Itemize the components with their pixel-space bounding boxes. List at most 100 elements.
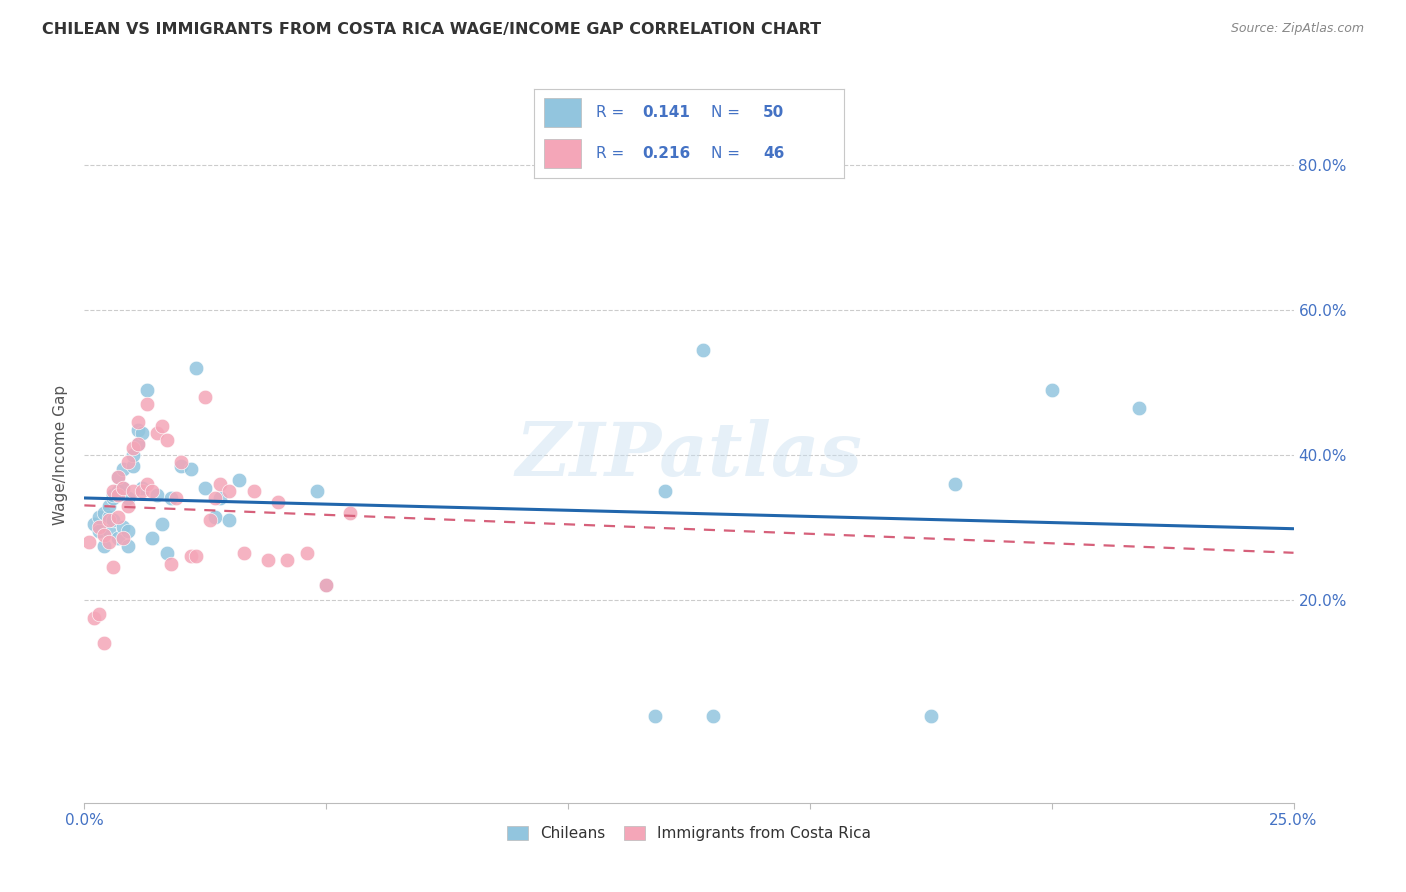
Point — [112, 462, 135, 476]
Point — [1040, 383, 1063, 397]
Point — [93, 506, 115, 520]
Text: R =: R = — [596, 146, 630, 161]
Point — [103, 513, 125, 527]
Point — [107, 488, 129, 502]
Point — [127, 437, 149, 451]
Point — [83, 516, 105, 531]
Text: Source: ZipAtlas.com: Source: ZipAtlas.com — [1230, 22, 1364, 36]
Point — [136, 397, 159, 411]
Point — [155, 434, 177, 448]
Point — [121, 458, 143, 473]
Point — [339, 506, 361, 520]
Point — [83, 611, 105, 625]
Point — [107, 509, 129, 524]
Point — [93, 636, 115, 650]
Point — [204, 509, 226, 524]
Point — [194, 481, 217, 495]
Text: CHILEAN VS IMMIGRANTS FROM COSTA RICA WAGE/INCOME GAP CORRELATION CHART: CHILEAN VS IMMIGRANTS FROM COSTA RICA WA… — [42, 22, 821, 37]
Point — [141, 484, 163, 499]
Point — [276, 553, 298, 567]
Point — [112, 481, 135, 495]
Point — [170, 458, 193, 473]
Point — [97, 524, 120, 538]
Point — [97, 534, 120, 549]
Point — [112, 481, 135, 495]
Point — [160, 491, 183, 506]
Point — [257, 553, 280, 567]
Point — [146, 426, 169, 441]
Bar — [544, 139, 581, 168]
Point — [107, 484, 129, 499]
Point — [107, 469, 129, 483]
Bar — [544, 98, 581, 127]
Point — [117, 455, 139, 469]
Point — [103, 491, 125, 506]
Text: ZIPatlas: ZIPatlas — [516, 418, 862, 491]
Point — [155, 546, 177, 560]
Point — [198, 513, 221, 527]
Text: N =: N = — [710, 146, 744, 161]
Point — [121, 441, 143, 455]
Point — [93, 527, 115, 541]
Point — [131, 481, 153, 495]
Point — [702, 708, 724, 723]
Point — [112, 531, 135, 545]
Point — [920, 708, 942, 723]
Point — [87, 524, 110, 538]
Point — [77, 534, 100, 549]
Point — [160, 557, 183, 571]
Point — [654, 484, 676, 499]
Point — [97, 499, 120, 513]
Point — [305, 484, 328, 499]
Point — [117, 499, 139, 513]
Point — [103, 560, 125, 574]
Point — [107, 469, 129, 483]
Text: 46: 46 — [763, 146, 785, 161]
Point — [97, 509, 120, 524]
Point — [194, 390, 217, 404]
Point — [315, 578, 337, 592]
Point — [117, 491, 139, 506]
Point — [131, 484, 153, 499]
Point — [87, 520, 110, 534]
Point — [103, 484, 125, 499]
Text: 0.141: 0.141 — [643, 105, 690, 120]
Point — [150, 418, 173, 433]
Point — [267, 495, 290, 509]
Point — [117, 524, 139, 538]
Point — [131, 426, 153, 441]
Point — [218, 513, 240, 527]
Point — [121, 484, 143, 499]
Point — [204, 491, 226, 506]
Point — [87, 509, 110, 524]
Point — [87, 607, 110, 622]
Point — [127, 437, 149, 451]
Text: 0.216: 0.216 — [643, 146, 690, 161]
Point — [127, 423, 149, 437]
Text: R =: R = — [596, 105, 630, 120]
Point — [165, 491, 187, 506]
Point — [127, 415, 149, 429]
Point — [170, 455, 193, 469]
Point — [644, 708, 666, 723]
Point — [315, 578, 337, 592]
Point — [242, 484, 264, 499]
Point — [692, 343, 714, 357]
Legend: Chileans, Immigrants from Costa Rica: Chileans, Immigrants from Costa Rica — [501, 820, 877, 847]
Point — [180, 549, 202, 564]
Point — [218, 484, 240, 499]
Point — [228, 473, 250, 487]
Point — [208, 476, 231, 491]
Point — [150, 516, 173, 531]
Point — [117, 539, 139, 553]
Text: N =: N = — [710, 105, 744, 120]
Point — [136, 383, 159, 397]
Point — [943, 476, 966, 491]
Point — [208, 491, 231, 506]
Point — [180, 462, 202, 476]
Point — [136, 476, 159, 491]
Point — [103, 488, 125, 502]
Point — [1128, 401, 1150, 415]
Point — [184, 360, 207, 375]
Point — [93, 539, 115, 553]
